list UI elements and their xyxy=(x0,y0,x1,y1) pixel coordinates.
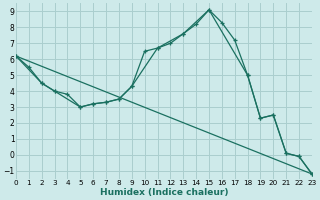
X-axis label: Humidex (Indice chaleur): Humidex (Indice chaleur) xyxy=(100,188,228,197)
